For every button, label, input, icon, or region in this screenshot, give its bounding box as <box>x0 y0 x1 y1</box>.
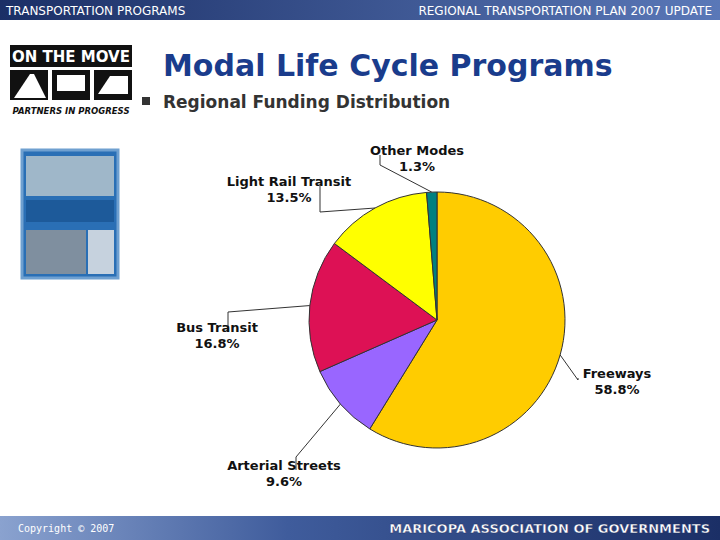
header-right: REGIONAL TRANSPORTATION PLAN 2007 UPDATE <box>418 4 712 18</box>
slice-value: 58.8% <box>594 382 639 397</box>
footer-org: MARICOPA ASSOCIATION OF GOVERNMENTS <box>389 521 710 536</box>
cover-photo-3 <box>88 230 114 274</box>
logo-train-icon <box>94 70 132 100</box>
copyright: Copyright © 2007 <box>18 523 114 534</box>
leader-line <box>560 355 578 380</box>
pie <box>309 192 565 448</box>
chart-title: Modal Life Cycle Programs <box>163 48 613 83</box>
cover-photo-2 <box>26 230 86 274</box>
leader-line <box>320 186 375 212</box>
slice-label: Freeways <box>583 366 652 381</box>
slice-label: Light Rail Transit <box>227 174 352 189</box>
cover-frame <box>22 150 118 278</box>
logo: ON THE MOVE PARTNERS IN PROGRESS <box>10 45 132 116</box>
header-left: TRANSPORTATION PROGRAMS <box>5 4 185 18</box>
logo-band <box>10 45 132 67</box>
pie-labels: Freeways58.8% Arterial Streets9.6% Bus Tra… <box>176 143 651 489</box>
slice-label: Bus Transit <box>176 320 258 335</box>
slice-value: 13.5% <box>266 190 311 205</box>
logo-title: ON THE MOVE <box>12 48 130 66</box>
header-bar <box>0 0 720 20</box>
cover-photo <box>26 156 114 196</box>
slice-value: 9.6% <box>266 474 302 489</box>
slice-value: 1.3% <box>399 159 435 174</box>
logo-road <box>14 74 46 98</box>
logo-subtitle: PARTNERS IN PROGRESS <box>12 106 129 116</box>
logo-train <box>98 76 128 94</box>
logo-bus <box>57 75 85 91</box>
pie-slice <box>334 192 437 320</box>
pie-slice <box>427 192 437 320</box>
bullet <box>142 97 150 105</box>
slice-label: Arterial Streets <box>227 458 341 473</box>
logo-bus-icon <box>52 70 90 100</box>
slice-value: 16.8% <box>194 336 239 351</box>
slide: TRANSPORTATION PROGRAMS REGIONAL TRANSPOR… <box>0 0 720 540</box>
cover-thumbnail <box>22 150 118 278</box>
logo-road-icon <box>10 70 48 100</box>
slice-label: Other Modes <box>370 143 464 158</box>
cover-title-area <box>26 200 114 222</box>
footer-bar <box>0 516 720 540</box>
chart-subtitle: Regional Funding Distribution <box>163 92 450 112</box>
